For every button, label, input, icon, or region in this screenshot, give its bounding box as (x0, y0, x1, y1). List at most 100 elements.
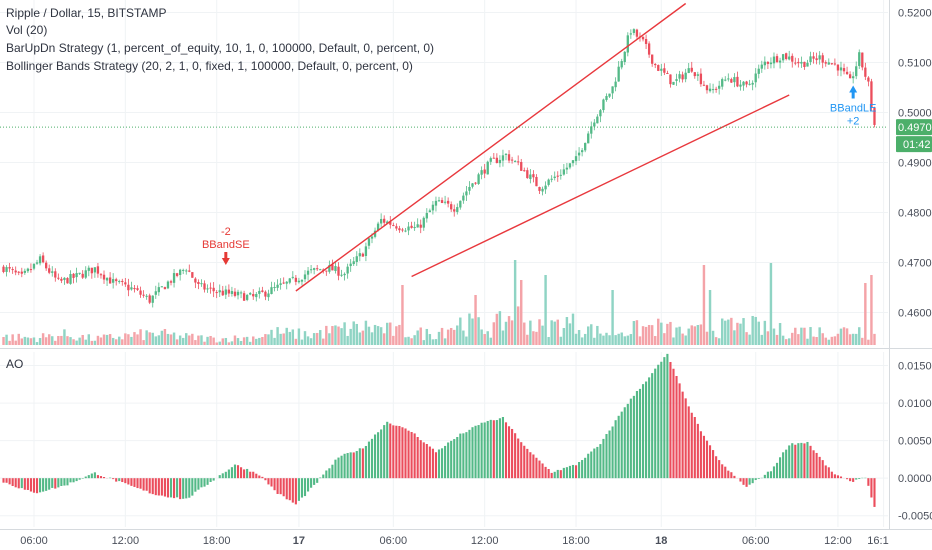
candle-body (769, 62, 773, 65)
legend-strategy-bollinger[interactable]: Bollinger Bands Strategy (20, 2, 1, 0, f… (6, 59, 413, 73)
candle-body (239, 292, 243, 294)
volume-bar (711, 330, 715, 345)
volume-bar (419, 327, 422, 345)
volume-bar (781, 335, 785, 345)
buy-signal-arrow-icon (849, 85, 858, 99)
volume-bar (239, 340, 243, 345)
candle-body (343, 273, 346, 276)
candle-body (702, 84, 706, 86)
candle-body (87, 267, 90, 271)
candle-body (63, 277, 66, 280)
candle-body (346, 266, 349, 274)
candle-body (395, 226, 398, 229)
candle-body (858, 52, 861, 66)
volume-bar (96, 335, 100, 345)
volume-bar (535, 331, 538, 345)
volume-bar (541, 325, 544, 345)
volume-bar (513, 260, 517, 345)
volume-bar (669, 321, 672, 345)
legend-strategy-barupdn[interactable]: BarUpDn Strategy (1, percent_of_equity, … (6, 41, 435, 55)
candle-body (60, 278, 63, 281)
candle-body (510, 159, 514, 161)
volume-bar (328, 333, 331, 345)
volume-bar (227, 342, 231, 345)
legend-symbol[interactable]: Ripple / Dollar, 15, BITSTAMP (6, 6, 167, 20)
candle-body (282, 282, 285, 284)
volume-bar (602, 335, 605, 345)
candle-body (647, 43, 651, 55)
candle-body (848, 74, 852, 79)
volume-bar (166, 333, 170, 345)
candle-body (154, 291, 157, 295)
volume-bar (763, 320, 767, 345)
volume-bar (635, 320, 639, 345)
volume-bar (629, 334, 633, 345)
candle-body (794, 62, 797, 64)
volume-bar (462, 330, 465, 345)
volume-bar (791, 332, 794, 345)
volume-bar (29, 338, 33, 345)
volume-bar (769, 263, 773, 345)
legend-volume[interactable]: Vol (20) (6, 23, 48, 37)
candle-body (51, 271, 54, 273)
candle-body (611, 86, 614, 94)
candle-body (565, 167, 569, 170)
volume-bar (803, 327, 806, 345)
candle-body (361, 253, 365, 257)
volume-bar (181, 337, 185, 345)
ao-tick-label: -0.0050 (898, 511, 932, 523)
volume-bar (108, 334, 112, 345)
candle-body (520, 162, 523, 171)
volume-bar (471, 318, 474, 345)
volume-bar (507, 316, 511, 345)
volume-bar (151, 332, 154, 345)
volume-bar (407, 336, 410, 345)
candle-body (267, 293, 270, 298)
volume-bar (571, 313, 575, 345)
volume-bar (724, 320, 727, 345)
candle-body (194, 278, 197, 283)
candle-body (169, 281, 173, 283)
volume-bar (574, 333, 578, 345)
volume-bar (449, 327, 453, 345)
volume-bar (401, 285, 404, 345)
candle-body (778, 60, 782, 63)
volume-bar (867, 339, 870, 345)
volume-bar (495, 313, 499, 345)
volume-bar (553, 321, 556, 345)
volume-bar (568, 323, 572, 345)
volume-bar (142, 340, 145, 345)
volume-bar (337, 326, 340, 345)
candle-body (577, 152, 581, 156)
candle-body (644, 38, 648, 44)
candle-body (775, 56, 779, 62)
candle-body (772, 56, 776, 64)
volume-bar (663, 333, 666, 345)
candle-body (291, 276, 294, 278)
candle-body (96, 266, 100, 274)
candle-body (358, 253, 361, 257)
candle-body (264, 291, 267, 297)
candle-body (870, 81, 873, 108)
volume-bar (660, 322, 663, 345)
candle-body (145, 295, 148, 297)
candle-body (754, 73, 757, 83)
volume-bar (702, 265, 706, 345)
volume-bar (784, 339, 788, 345)
volume-bar (675, 327, 678, 345)
candle-body (450, 204, 453, 210)
candle-body (115, 279, 118, 282)
candle-body (568, 163, 572, 168)
candle-body (781, 54, 785, 61)
volume-bar (851, 333, 855, 345)
volume-bar (93, 340, 97, 345)
volume-bar (587, 326, 590, 345)
ao-pane-title[interactable]: AO (6, 357, 24, 371)
volume-bar (355, 323, 358, 345)
candle-body (38, 256, 42, 264)
candle-body (440, 200, 444, 203)
candle-body (124, 282, 127, 285)
candle-body (133, 288, 136, 290)
